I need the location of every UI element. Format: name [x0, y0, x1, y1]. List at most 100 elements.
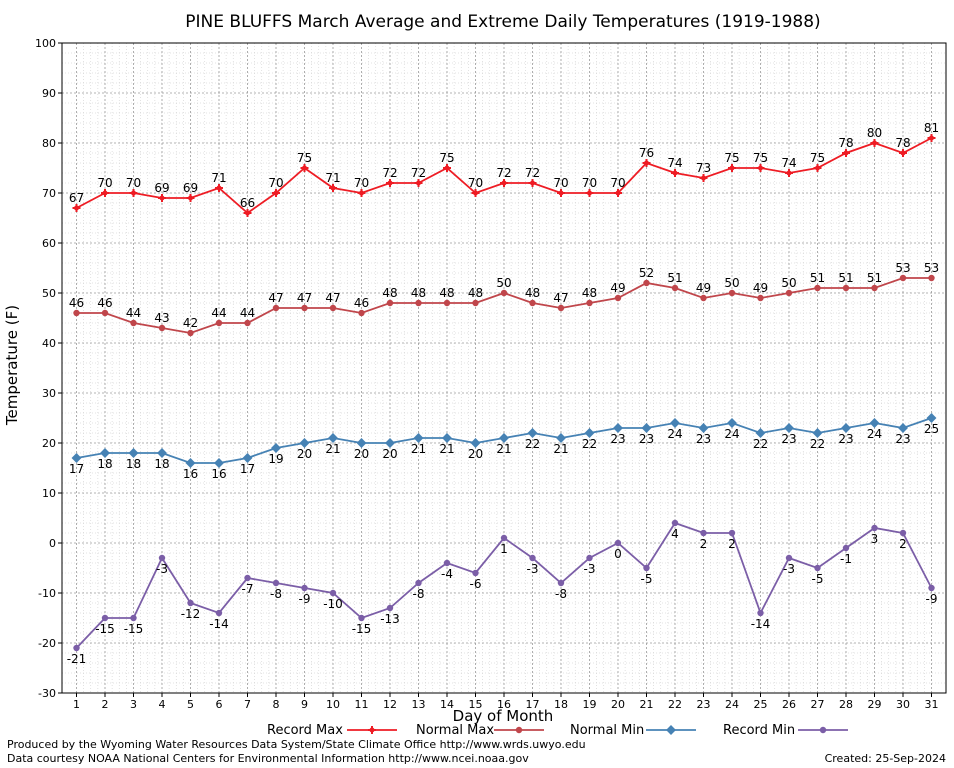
data-point	[302, 165, 307, 171]
data-label: 44	[126, 306, 141, 320]
data-point	[556, 433, 566, 443]
data-label: -8	[413, 587, 425, 601]
data-point	[387, 180, 393, 186]
data-label: 70	[468, 176, 483, 190]
x-tick-label: 20	[611, 698, 625, 711]
data-point	[416, 180, 421, 186]
data-label: -5	[641, 572, 653, 586]
data-point	[843, 150, 849, 156]
data-label: -1	[840, 552, 852, 566]
data-label: 18	[97, 457, 112, 471]
data-label: -9	[299, 592, 311, 606]
footer-credit: Produced by the Wyoming Water Resources …	[7, 738, 586, 751]
data-label: 50	[781, 276, 796, 290]
data-point	[386, 299, 394, 307]
data-point	[329, 304, 337, 312]
x-tick-label: 19	[583, 698, 597, 711]
data-label: 46	[97, 296, 112, 310]
y-tick-label: 80	[42, 137, 56, 150]
data-label: 51	[667, 271, 682, 285]
x-tick-label: 13	[412, 698, 426, 711]
grid	[62, 42, 946, 694]
data-label: 51	[867, 271, 882, 285]
x-tick-label: 10	[326, 698, 340, 711]
data-point	[330, 185, 336, 191]
data-point	[500, 289, 508, 297]
data-point	[473, 190, 478, 196]
x-tick-label: 4	[159, 698, 166, 711]
data-label: 80	[867, 126, 882, 140]
data-point	[271, 443, 281, 453]
data-point	[643, 279, 650, 287]
data-point	[786, 170, 792, 176]
y-tick-label: 10	[42, 487, 56, 500]
data-label: 23	[639, 432, 654, 446]
data-point	[301, 584, 308, 592]
data-label: 52	[639, 266, 654, 280]
legend-marker	[369, 727, 375, 733]
series-record-max	[72, 134, 936, 217]
data-point	[157, 448, 167, 458]
data-label: -14	[751, 617, 771, 631]
y-tick-label: 20	[42, 437, 56, 450]
x-tick-label: 5	[187, 698, 194, 711]
data-point	[671, 284, 679, 292]
data-label: 44	[240, 306, 255, 320]
data-label: -6	[470, 577, 482, 591]
data-label: 42	[183, 316, 198, 330]
data-label: -5	[812, 572, 824, 586]
data-point	[729, 165, 735, 171]
data-label: 47	[268, 291, 283, 305]
data-point	[784, 423, 794, 433]
data-point	[442, 433, 452, 443]
data-point	[614, 539, 622, 547]
data-label: -8	[270, 587, 282, 601]
data-point	[757, 609, 764, 617]
data-label: 20	[297, 447, 312, 461]
x-tick-label: 26	[782, 698, 796, 711]
chart-title: PINE BLUFFS March Average and Extreme Da…	[185, 12, 820, 32]
y-tick-label: 100	[35, 37, 56, 50]
data-point	[130, 319, 137, 327]
data-label: 20	[354, 447, 369, 461]
data-point	[701, 175, 706, 181]
data-point	[842, 284, 850, 292]
data-point	[758, 165, 763, 171]
data-point	[130, 614, 137, 622]
data-point	[444, 165, 450, 171]
data-label: -21	[67, 652, 87, 666]
data-label: 75	[439, 151, 454, 165]
data-label: 23	[781, 432, 796, 446]
data-label: 66	[240, 196, 255, 210]
data-label: 48	[439, 286, 454, 300]
data-point	[499, 433, 509, 443]
x-tick-label: 17	[526, 698, 540, 711]
data-label: 75	[810, 151, 825, 165]
data-point	[131, 190, 136, 196]
data-label: 70	[553, 176, 568, 190]
data-point	[615, 190, 621, 196]
data-label: 2	[728, 537, 736, 551]
data-point	[273, 190, 279, 196]
data-label: 21	[439, 442, 454, 456]
data-point	[472, 299, 479, 307]
x-tick-label: 22	[668, 698, 682, 711]
data-label: 16	[183, 467, 198, 481]
y-tick-label: 0	[49, 537, 56, 550]
data-point	[215, 319, 223, 327]
data-label: -13	[380, 612, 400, 626]
data-label: 73	[696, 161, 711, 175]
x-tick-label: 11	[355, 698, 369, 711]
data-point	[245, 210, 250, 216]
data-point	[785, 554, 793, 562]
data-point	[158, 554, 166, 562]
data-point	[814, 564, 821, 572]
data-point	[871, 524, 878, 532]
x-tick-label: 23	[697, 698, 711, 711]
data-point	[530, 180, 535, 186]
data-point	[928, 584, 935, 592]
x-tick-label: 25	[754, 698, 768, 711]
data-point	[215, 609, 223, 617]
data-label: 71	[211, 171, 226, 185]
data-label: 70	[97, 176, 112, 190]
